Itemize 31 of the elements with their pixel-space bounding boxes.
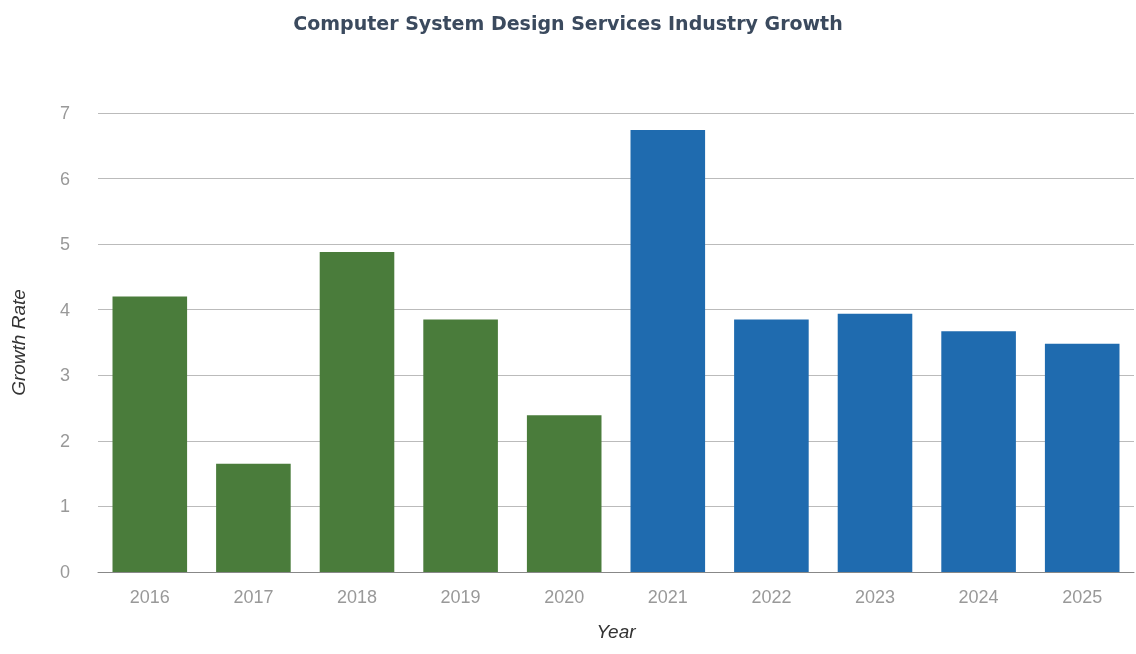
y-axis-title: Growth Rate [8,289,29,396]
x-tick-label: 2024 [958,587,999,607]
x-tick-label: 2019 [440,587,481,607]
x-tick-label: 2021 [647,587,688,607]
y-tick-label: 2 [59,430,70,451]
bar [941,331,1016,572]
y-tick-label: 3 [59,365,70,386]
y-tick-label: 1 [59,496,70,517]
x-axis-title: Year [596,621,637,642]
x-tick-label: 2020 [544,587,585,607]
bar [630,130,706,572]
bar [734,319,809,572]
x-tick-label: 2023 [854,587,896,607]
bar [423,319,498,572]
bar [526,415,602,572]
x-tick-label: 2016 [129,587,170,607]
y-tick-label: 0 [59,562,70,582]
y-tick-label: 4 [59,299,70,320]
bar [216,463,291,572]
y-tick-label: 5 [59,234,70,255]
x-tick-label: 2017 [233,587,274,607]
bar [837,313,913,572]
x-tick-label: 2025 [1062,587,1103,607]
chart-title: Computer System Design Services Industry Growth [293,11,843,34]
bar [112,296,188,572]
x-tick-label: 2022 [751,587,792,607]
bar [319,252,395,572]
y-tick-label: 6 [59,168,70,189]
y-tick-label: 7 [59,103,70,123]
x-tick-label: 2018 [336,587,378,607]
bar [1044,343,1120,572]
